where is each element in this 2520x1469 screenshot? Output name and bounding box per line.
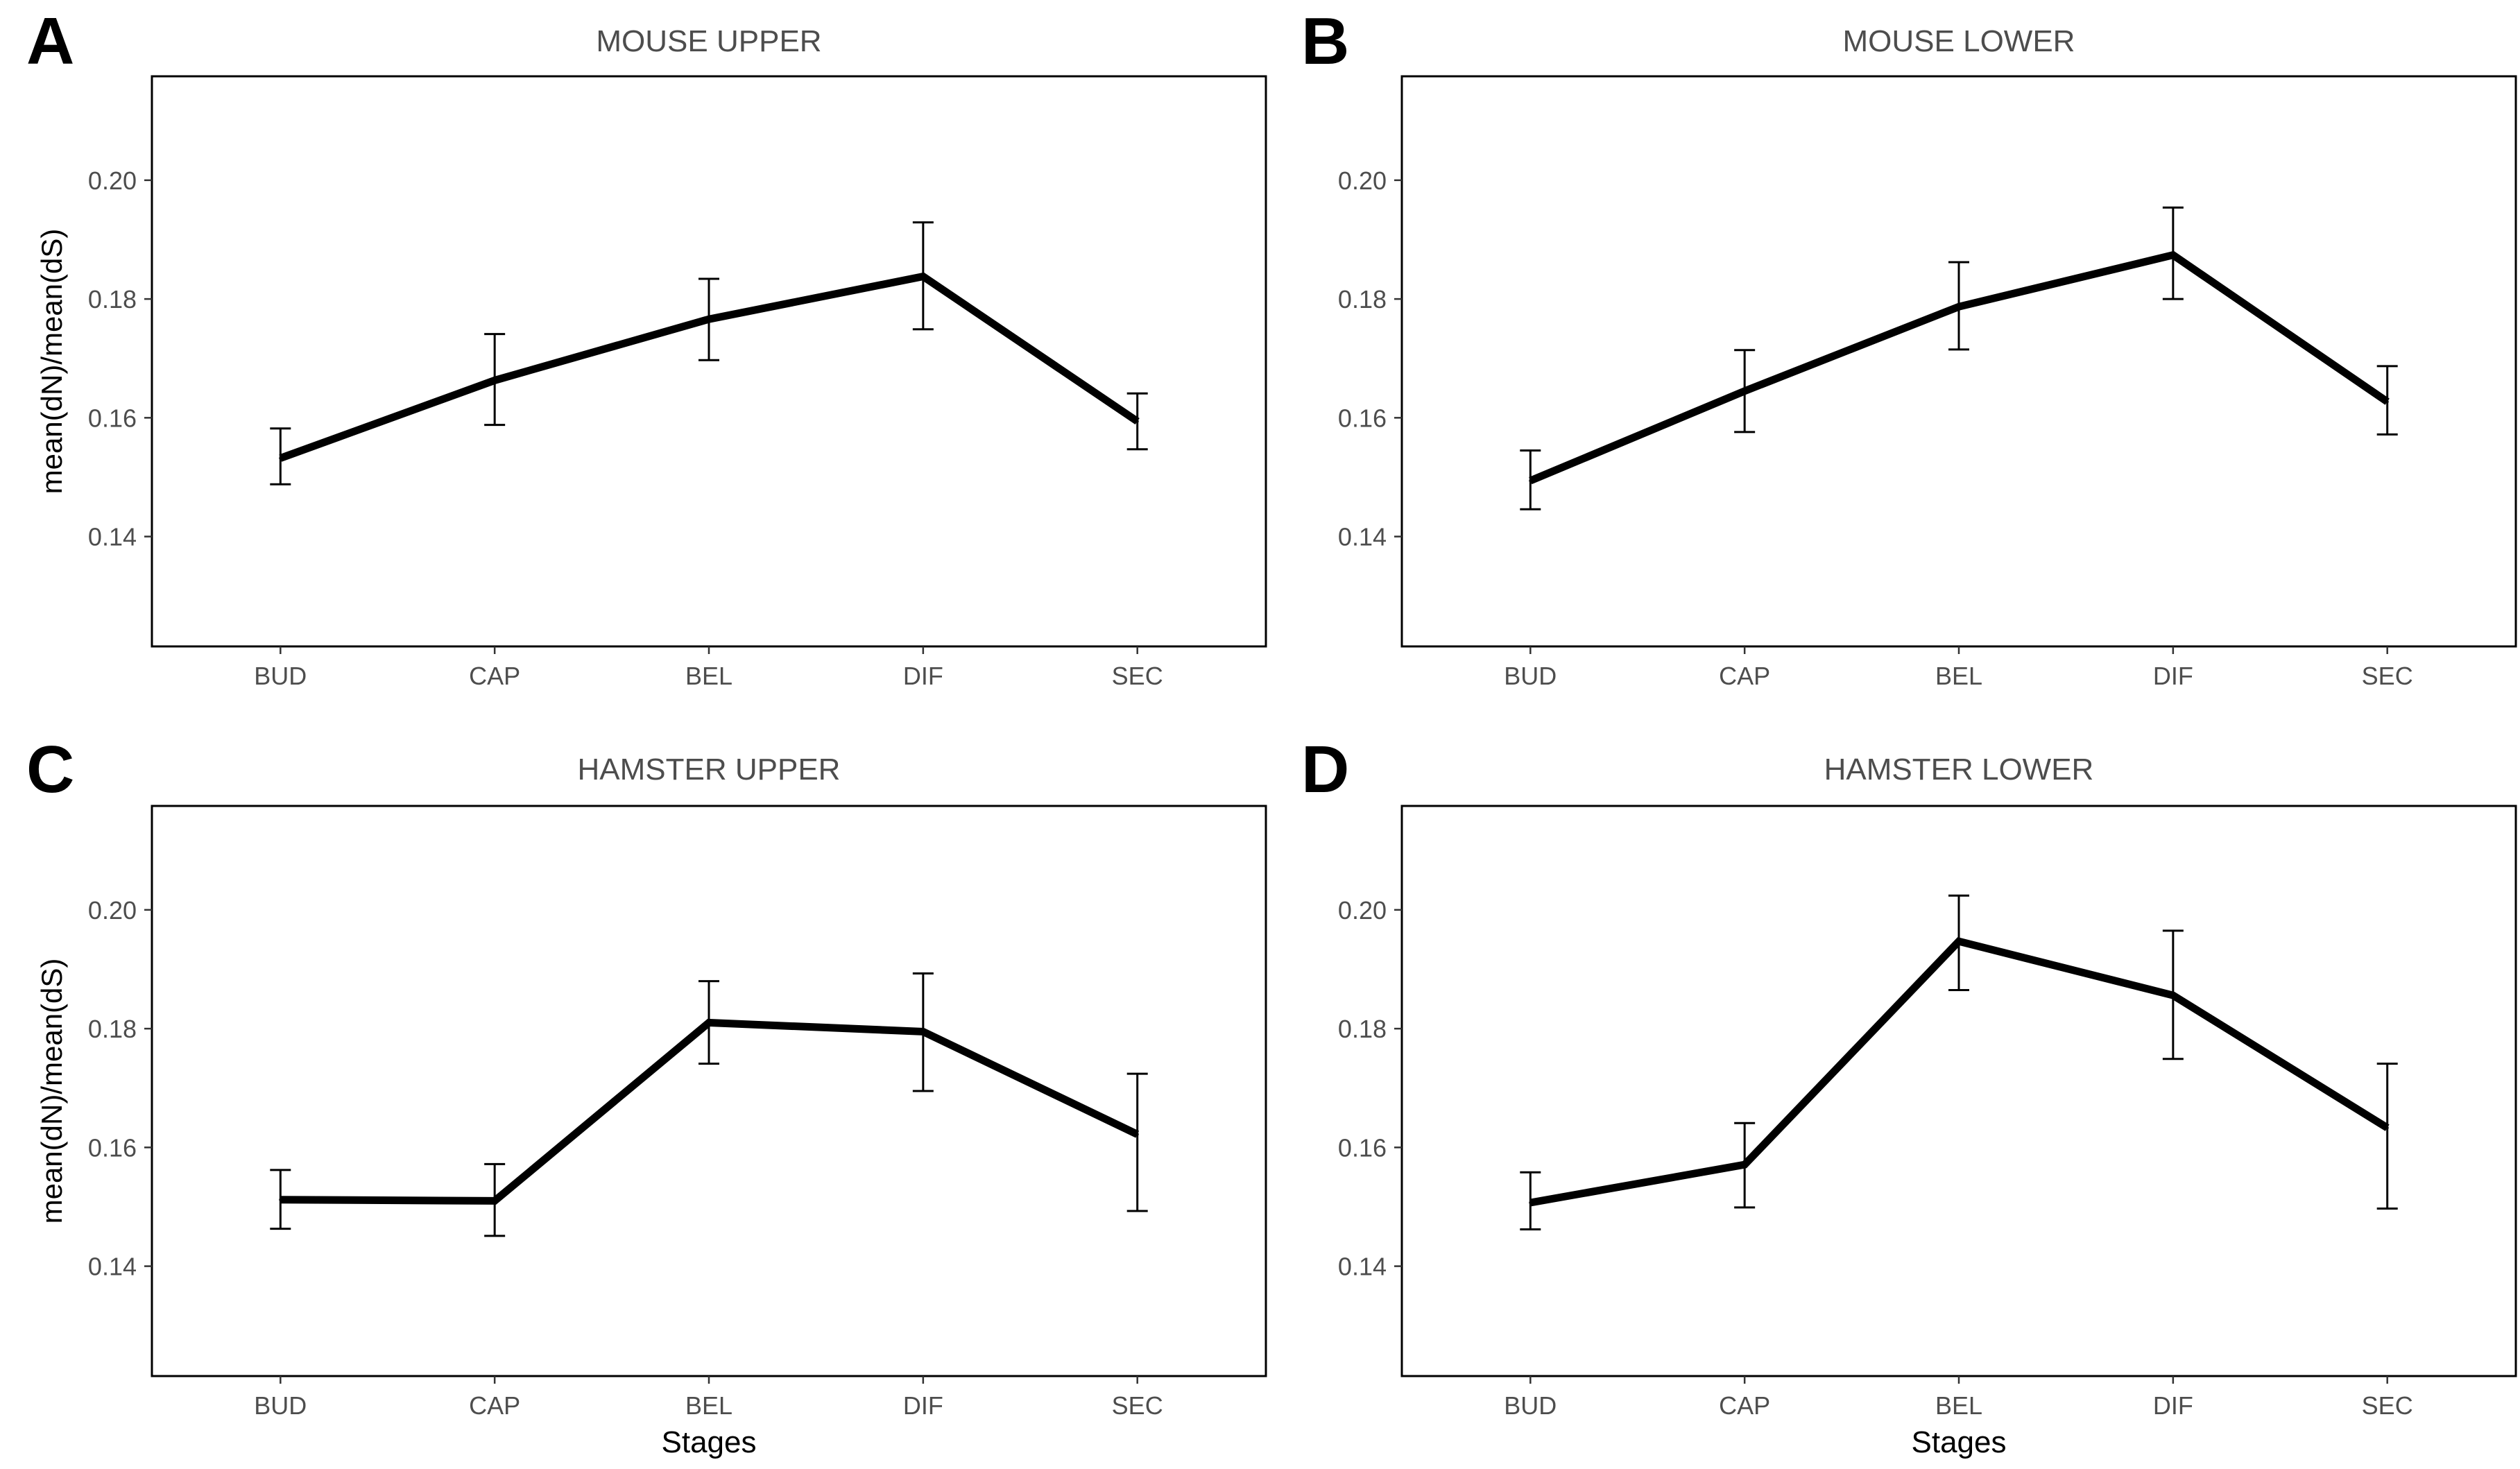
y-tick-label: 0.16 <box>88 404 137 432</box>
y-tick-label: 0.20 <box>88 166 137 195</box>
y-tick-label: 0.18 <box>88 1015 137 1043</box>
x-axis-title: Stages <box>1912 1425 2007 1459</box>
y-tick-label: 0.18 <box>1338 1015 1387 1043</box>
x-tick-label: BEL <box>685 1391 732 1420</box>
error-bar <box>2376 1063 2398 1210</box>
plot-frame <box>151 75 1267 648</box>
panel-letter: A <box>26 4 74 78</box>
y-tick-label: 0.14 <box>1338 523 1387 551</box>
x-tick-label: CAP <box>1719 1391 1770 1420</box>
plot-frame <box>151 805 1267 1377</box>
panel-d: D HAMSTER LOWER 0.14 0.16 0.18 0.20 BUD CAP BEL D… <box>1301 732 2517 1459</box>
data-point <box>2385 400 2389 404</box>
panel-b: B MOUSE LOWER 0.14 0.16 0.18 0.20 BUD CAP BEL DIF… <box>1301 4 2517 690</box>
y-tick-label: 0.16 <box>1338 404 1387 432</box>
data-point <box>1743 1163 1747 1167</box>
data-point <box>1957 305 1960 309</box>
x-tick-label: BUD <box>1504 662 1557 690</box>
x-tick-label: CAP <box>1719 662 1770 690</box>
x-tick-label: CAP <box>469 662 520 690</box>
data-point <box>1743 389 1747 393</box>
data-point <box>1135 1133 1139 1136</box>
data-point <box>2385 1126 2389 1130</box>
data-point <box>1529 479 1532 483</box>
data-point <box>1957 940 1960 943</box>
data-point <box>921 1030 925 1033</box>
panel-letter: D <box>1301 732 1349 807</box>
y-axis-title: mean(dN)/mean(dS) <box>35 229 68 495</box>
x-tick-label: SEC <box>1112 1391 1163 1420</box>
x-tick-label: DIF <box>903 1391 943 1420</box>
data-point <box>2171 253 2175 257</box>
panel-letter: C <box>26 732 74 807</box>
data-point <box>2171 994 2175 997</box>
y-tick-label: 0.16 <box>88 1133 137 1162</box>
data-point <box>708 318 710 321</box>
panel-c: C HAMSTER UPPER 0.14 0.16 0.18 0.20 BUD CAP BEL D… <box>26 732 1267 1459</box>
x-axis-title: Stages <box>662 1425 757 1459</box>
data-point <box>1529 1201 1532 1204</box>
data-point <box>1135 420 1139 423</box>
x-tick-label: BUD <box>254 662 307 690</box>
panel-title: MOUSE UPPER <box>596 24 821 58</box>
x-tick-label: SEC <box>1112 662 1163 690</box>
y-tick-label: 0.20 <box>1338 896 1387 925</box>
y-tick-label: 0.14 <box>88 523 137 551</box>
x-tick-label: DIF <box>2153 662 2193 690</box>
x-tick-label: BEL <box>1935 662 1982 690</box>
x-tick-label: DIF <box>903 662 943 690</box>
panel-title: HAMSTER UPPER <box>578 753 841 787</box>
error-bar <box>1126 1072 1148 1212</box>
y-tick-label: 0.14 <box>88 1253 137 1281</box>
x-tick-label: DIF <box>2153 1391 2193 1420</box>
x-tick-label: CAP <box>469 1391 520 1420</box>
x-tick-label: BEL <box>685 662 732 690</box>
x-tick-label: SEC <box>2362 1391 2413 1420</box>
data-point <box>279 1198 282 1201</box>
y-tick-label: 0.20 <box>88 896 137 925</box>
y-tick-label: 0.18 <box>88 285 137 313</box>
panel-title: MOUSE LOWER <box>1843 24 2075 58</box>
x-tick-label: SEC <box>2362 662 2413 690</box>
y-tick-label: 0.20 <box>1338 166 1387 195</box>
x-tick-label: BUD <box>254 1391 307 1420</box>
y-axis-title: mean(dN)/mean(dS) <box>35 959 68 1224</box>
y-tick-label: 0.14 <box>1338 1253 1387 1281</box>
y-tick-label: 0.16 <box>1338 1133 1387 1162</box>
x-tick-label: BUD <box>1504 1391 1557 1420</box>
panel-a: A MOUSE UPPER 0.14 0.16 0.18 0.20 BUD CAP BEL DIF… <box>26 4 1267 690</box>
data-point <box>921 275 925 278</box>
y-tick-label: 0.18 <box>1338 285 1387 313</box>
x-tick-label: BEL <box>1935 1391 1982 1420</box>
data-point <box>708 1021 710 1024</box>
data-point <box>279 456 282 460</box>
panel-letter: B <box>1301 4 1349 78</box>
panel-title: HAMSTER LOWER <box>1824 753 2094 787</box>
plot-frame <box>1400 805 2517 1377</box>
plot-frame <box>1400 75 2517 648</box>
data-point <box>493 379 497 382</box>
data-point <box>493 1199 497 1203</box>
